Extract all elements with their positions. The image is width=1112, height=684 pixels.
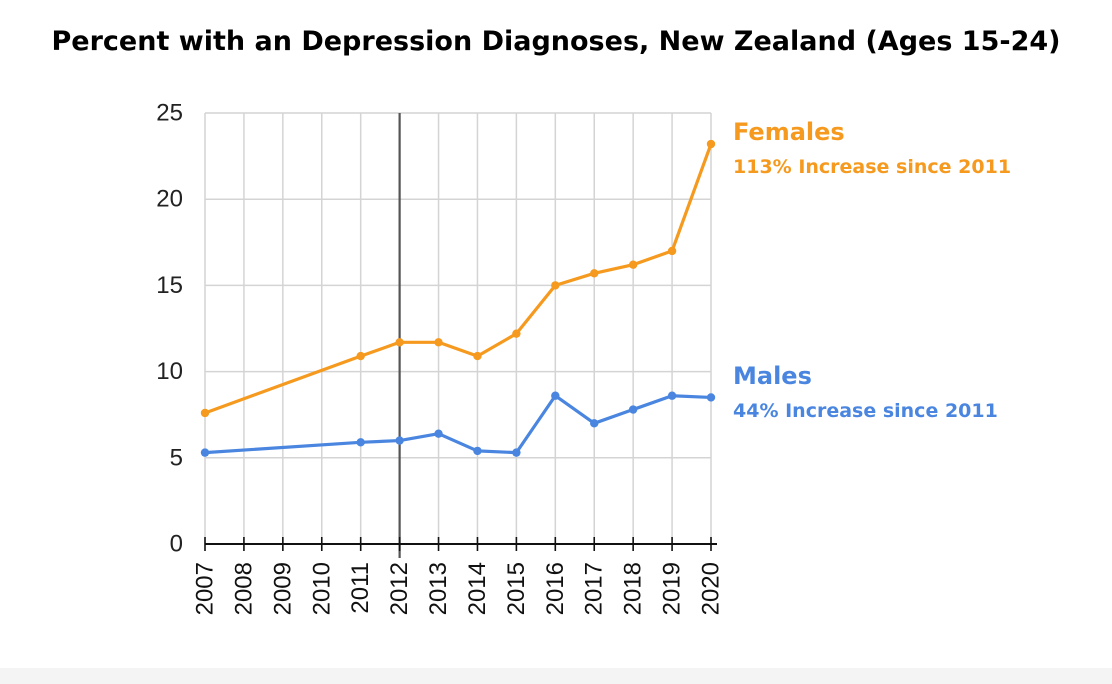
x-tick-label-2016: 2016 — [542, 562, 569, 615]
x-tick-label-2013: 2013 — [425, 562, 452, 615]
data-point-males-2012 — [395, 436, 404, 445]
data-point-males-2019 — [667, 391, 677, 400]
x-axis: 2007 2008 2009 2010 2011 2012 2013 2014 2015 2016… — [192, 537, 725, 615]
y-axis: 0 5 10 15 20 25 — [156, 100, 183, 558]
data-point-females-2014 — [473, 351, 482, 361]
x-tick-label-2010: 2010 — [308, 562, 335, 615]
series-annotations: Females 113% Increase since 2011 Males 44% … — [733, 118, 1011, 422]
y-tick-label-5: 5 — [170, 444, 183, 471]
data-point-females-2020 — [706, 139, 716, 149]
chart-title: Percent with an Depression Diagnoses, Ne… — [51, 26, 1061, 57]
x-tick-label-2020: 2020 — [698, 562, 725, 615]
y-tick-label-20: 20 — [156, 186, 183, 213]
x-tick-label-2011: 2011 — [347, 562, 374, 614]
data-point-males-2020 — [706, 393, 716, 402]
data-point-females-2015 — [512, 329, 521, 338]
y-tick-label-15: 15 — [156, 272, 183, 299]
annotation-females: 113% Increase since 2011 — [733, 156, 1011, 178]
series-line-males — [203, 394, 713, 455]
x-tick-label-2009: 2009 — [269, 562, 296, 615]
data-point-males-2013 — [434, 429, 443, 438]
data-point-females-2012 — [395, 338, 404, 347]
x-tick-label-2012: 2012 — [386, 562, 413, 615]
legend-label-females: Females — [733, 118, 845, 146]
horizontal-gridlines — [205, 112, 711, 459]
x-tick-label-2014: 2014 — [464, 562, 491, 615]
vertical-gridlines — [204, 113, 712, 544]
annotation-males: 44% Increase since 2011 — [733, 400, 998, 422]
bottom-strip — [0, 668, 1112, 684]
data-point-females-2013 — [434, 338, 443, 347]
data-point-females-2018 — [628, 260, 638, 269]
x-tick-label-2015: 2015 — [503, 562, 530, 615]
data-point-females-2016 — [551, 281, 560, 290]
data-point-males-2016 — [551, 391, 560, 400]
series-line-females — [203, 142, 713, 415]
x-tick-label-2017: 2017 — [581, 562, 608, 615]
data-point-females-2019 — [667, 246, 677, 256]
data-point-males-2014 — [473, 446, 482, 456]
y-tick-label-0: 0 — [170, 531, 183, 558]
x-tick-label-2018: 2018 — [620, 562, 647, 615]
data-point-males-2011 — [356, 438, 365, 447]
data-point-males-2018 — [628, 405, 638, 414]
data-point-females-2011 — [356, 351, 365, 361]
x-tick-label-2019: 2019 — [659, 562, 686, 615]
x-tick-label-2008: 2008 — [230, 562, 257, 615]
data-point-females-2017 — [590, 269, 599, 278]
series-layer — [200, 139, 716, 457]
x-tick-label-2007: 2007 — [192, 562, 219, 615]
y-tick-label-10: 10 — [156, 358, 183, 385]
data-point-males-2007 — [200, 448, 210, 457]
data-point-males-2015 — [512, 448, 521, 457]
y-tick-label-25: 25 — [156, 100, 183, 127]
data-point-males-2017 — [590, 419, 599, 428]
data-point-females-2007 — [200, 408, 210, 418]
legend-label-males: Males — [733, 362, 812, 390]
